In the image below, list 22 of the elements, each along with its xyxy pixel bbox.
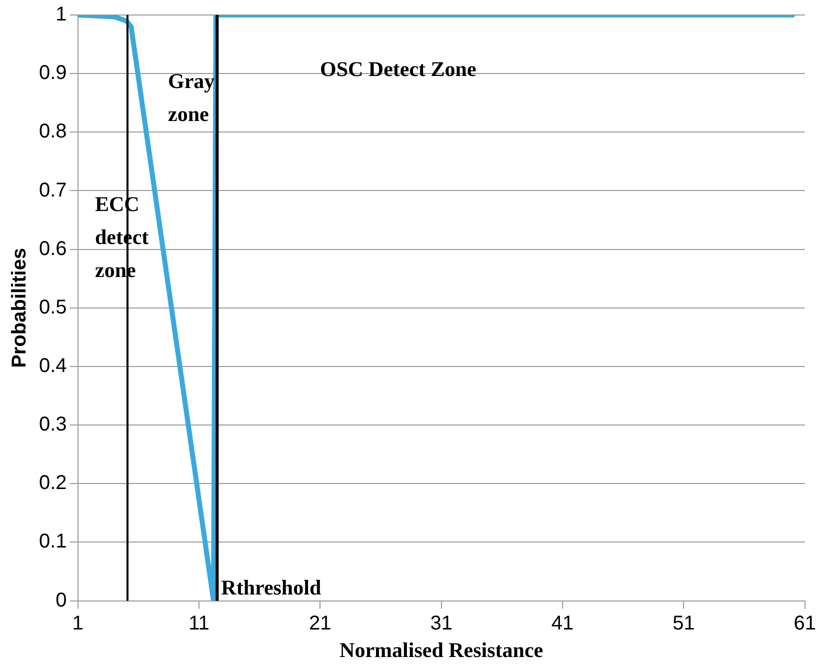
y-tick-label: 0.9 bbox=[38, 62, 67, 84]
x-tick-label: 31 bbox=[430, 612, 452, 634]
x-tick-label: 21 bbox=[309, 612, 332, 634]
y-tick-label: 0.3 bbox=[38, 414, 67, 436]
x-tick-label: 41 bbox=[551, 612, 574, 634]
y-tick-label: 0.7 bbox=[38, 179, 67, 202]
y-tick-label: 0.1 bbox=[38, 530, 67, 553]
y-tick-label: 0.2 bbox=[38, 472, 67, 494]
y-tick-label: 0.4 bbox=[38, 354, 67, 377]
x-tick-label: 61 bbox=[794, 612, 816, 634]
y-axis-title: Probabilities bbox=[8, 248, 31, 368]
x-tick-label: 1 bbox=[72, 612, 84, 634]
x-axis-title: Normalised Resistance bbox=[340, 638, 544, 662]
y-tick-label: 0 bbox=[56, 589, 67, 612]
y-tick-label: 0.5 bbox=[38, 296, 67, 318]
y-tick-label: 0.8 bbox=[38, 120, 67, 143]
y-tick-label: 0.6 bbox=[38, 238, 67, 260]
annotation: OSC Detect Zone bbox=[320, 56, 476, 81]
y-tick-label: 1 bbox=[56, 4, 67, 26]
x-tick-label: 51 bbox=[672, 612, 695, 634]
x-tick-label: 11 bbox=[188, 612, 210, 634]
ref-line-label: Rthreshold bbox=[221, 576, 322, 600]
